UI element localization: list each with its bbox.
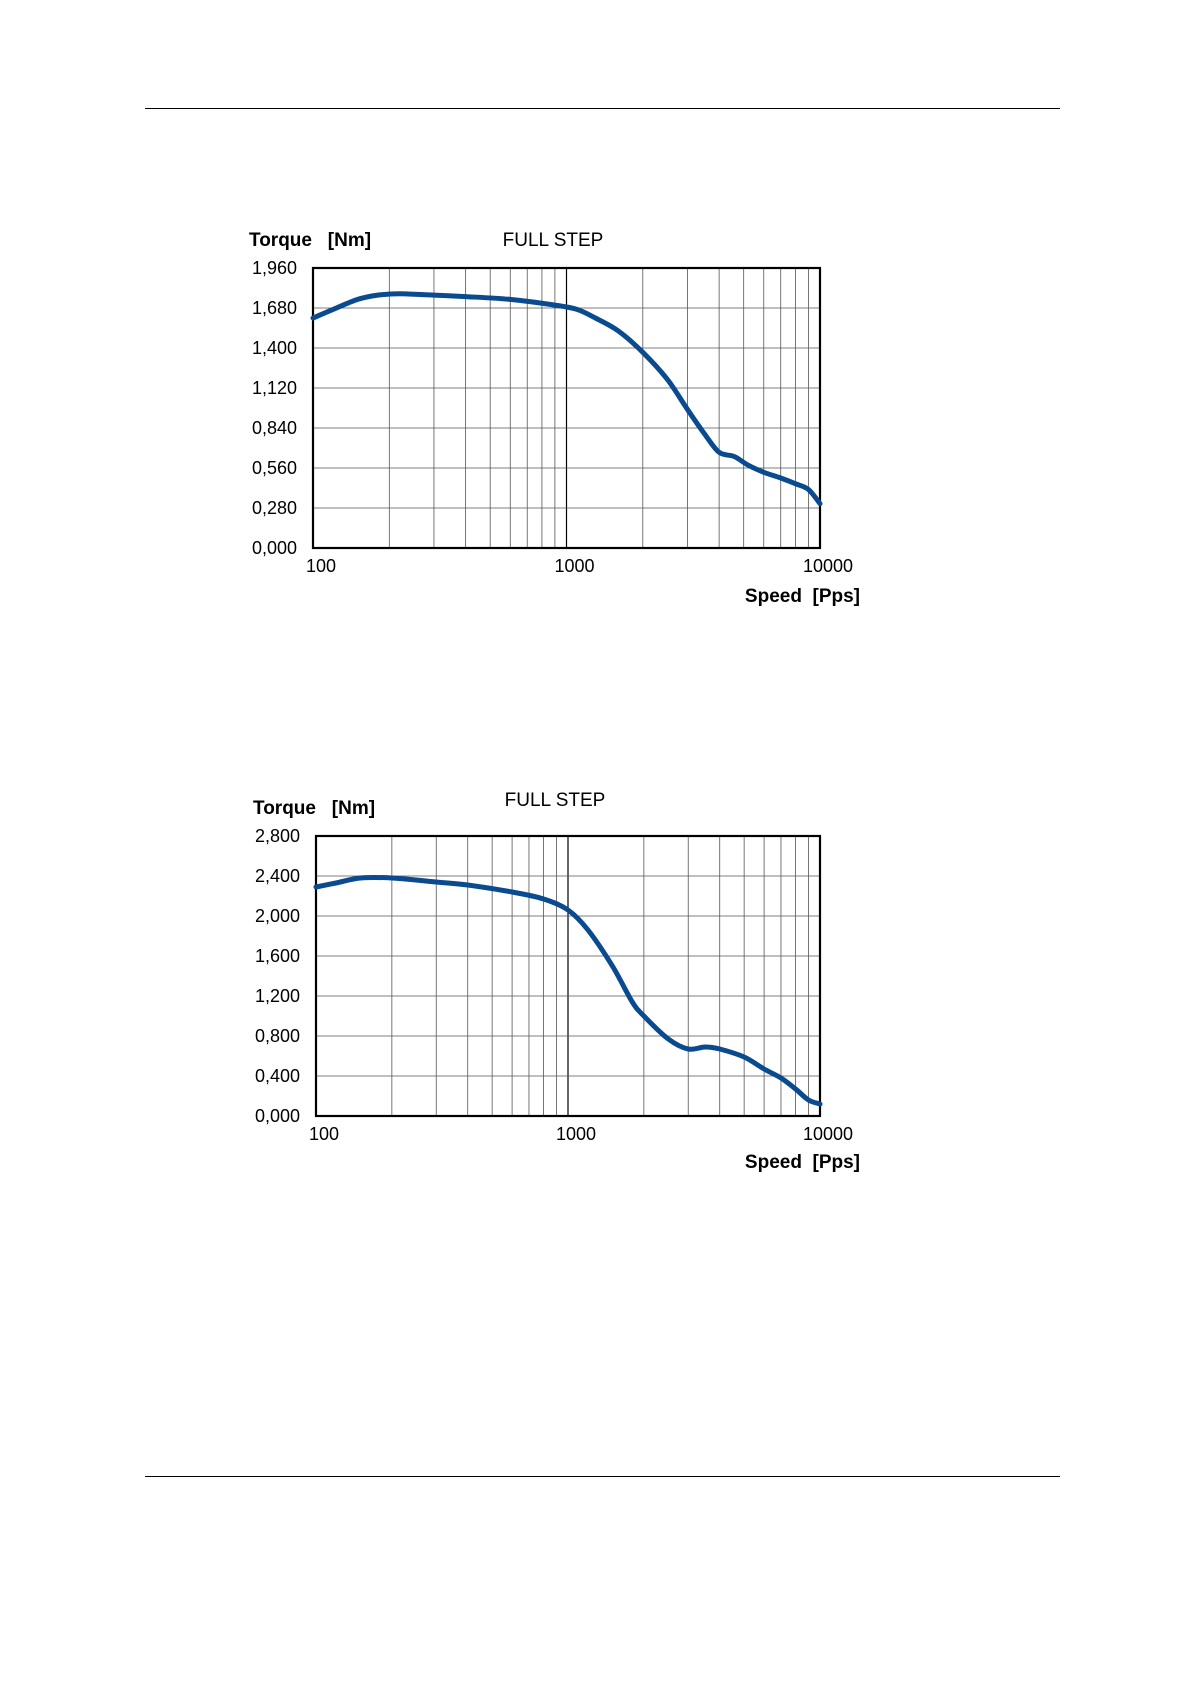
chart-1-title: FULL STEP: [503, 230, 604, 251]
chart-2-title: FULL STEP: [505, 790, 606, 811]
chart-1-y-axis-label: Torque [Nm]: [249, 230, 371, 251]
footer-rule: [145, 1476, 1060, 1477]
chart-2-y-tick-label: 0,800: [255, 1026, 300, 1046]
chart-2-x-tick-label: 1000: [556, 1124, 596, 1144]
chart-1-x-tick-label: 10000: [803, 556, 853, 576]
chart-2-y-tick-label: 2,000: [255, 906, 300, 926]
chart-1-y-tick-label: 1,120: [252, 378, 297, 398]
chart-2-y-tick-label: 0,000: [255, 1106, 300, 1126]
chart-1-y-tick-label: 1,960: [252, 258, 297, 278]
chart-2-y-axis-label: Torque [Nm]: [253, 798, 375, 819]
chart-2-y-tick-label: 2,800: [255, 826, 300, 846]
chart-2-y-tick-label: 0,400: [255, 1066, 300, 1086]
chart-2-svg: FULL STEP Torque [Nm] Speed [Pps] 0,000 0…: [253, 790, 860, 1173]
chart-2-plot-frame: [314, 834, 822, 1118]
header-rule: [145, 108, 1060, 109]
chart-1-plot-frame: [311, 266, 822, 550]
torque-speed-chart-2: FULL STEP Torque [Nm] Speed [Pps] 0,000 0…: [0, 778, 1192, 1228]
chart-1-y-tick-label: 0,280: [252, 498, 297, 518]
chart-2-x-tick-label: 10000: [803, 1124, 853, 1144]
chart-2-y-tick-label: 1,200: [255, 986, 300, 1006]
chart-1-y-tick-label: 1,400: [252, 338, 297, 358]
chart-2-y-tick-label: 1,600: [255, 946, 300, 966]
chart-2-y-tick-label: 2,400: [255, 866, 300, 886]
chart-1-x-tick-label: 100: [306, 556, 336, 576]
chart-2-x-tick-label: 100: [309, 1124, 339, 1144]
chart-1-svg: FULL STEP Torque [Nm] Speed [Pps] 0,000 0…: [249, 230, 860, 607]
chart-1-torque-curve: [310, 291, 823, 507]
chart-1-x-axis-label: Speed [Pps]: [745, 586, 860, 607]
chart-2-x-axis-label: Speed [Pps]: [745, 1152, 860, 1173]
torque-speed-chart-1: FULL STEP Torque [Nm] Speed [Pps] 0,000 0…: [0, 210, 1192, 660]
chart-2-torque-curve: [313, 874, 823, 1107]
chart-1-y-tick-label: 1,680: [252, 298, 297, 318]
chart-1-y-tick-label: 0,000: [252, 538, 297, 558]
chart-1-x-tick-label: 1000: [554, 556, 594, 576]
chart-1-y-tick-label: 0,560: [252, 458, 297, 478]
chart-1-y-tick-label: 0,840: [252, 418, 297, 438]
